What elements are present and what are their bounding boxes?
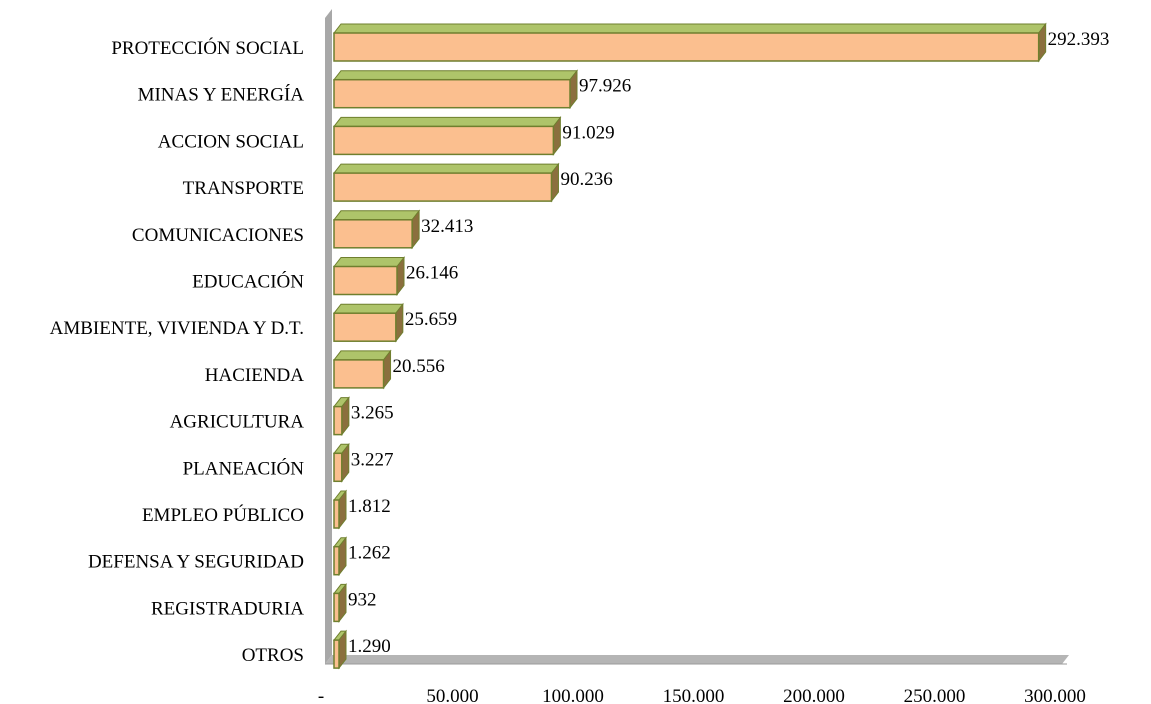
bar-top-face <box>332 303 404 314</box>
value-label: 91.029 <box>562 122 614 143</box>
category-label: HACIENDA <box>205 365 304 386</box>
x-tick-label: 300.000 <box>1024 686 1086 704</box>
value-label: 97.926 <box>579 76 631 97</box>
category-label: AGRICULTURA <box>170 412 305 433</box>
value-label: 3.227 <box>351 449 394 470</box>
bar-top-face <box>332 70 579 81</box>
value-label: 25.659 <box>405 309 457 330</box>
value-label: 20.556 <box>393 356 445 377</box>
category-label: COMUNICACIONES <box>132 225 304 246</box>
category-label: MINAS Y ENERGÍA <box>138 84 305 106</box>
bar-top-face <box>332 350 392 361</box>
x-tick-label: - <box>318 686 324 704</box>
bar-top-face <box>332 210 421 221</box>
bars-layer <box>332 22 1047 670</box>
bar <box>333 32 1040 62</box>
bar <box>333 545 340 576</box>
x-tick-label: 250.000 <box>904 686 966 704</box>
category-label: PLANEACIÓN <box>183 457 305 479</box>
value-label: 1.290 <box>348 636 391 657</box>
bar-top-face <box>332 23 1047 34</box>
bar <box>333 452 343 483</box>
category-label: ACCION SOCIAL <box>158 131 304 152</box>
category-labels: PROTECCIÓN SOCIAL MINAS Y ENERGÍA ACCION S… <box>50 37 305 666</box>
category-label: REGISTRADURIA <box>151 598 304 619</box>
bar-top-face <box>332 116 562 127</box>
category-label: DEFENSA Y SEGURIDAD <box>88 552 304 573</box>
bar <box>333 125 555 156</box>
category-label: OTROS <box>242 645 304 666</box>
bar <box>333 359 385 389</box>
bar-top-face <box>332 163 560 174</box>
value-label: 1.812 <box>348 496 391 517</box>
value-label: 32.413 <box>421 216 473 237</box>
bar <box>333 219 413 249</box>
category-label: TRANSPORTE <box>183 178 304 199</box>
x-tick-label: 200.000 <box>783 686 845 704</box>
x-tick-label: 50.000 <box>426 686 478 704</box>
bar <box>333 592 340 623</box>
bar-top-face <box>332 257 406 267</box>
x-tick-labels: - 50.000 100.000 150.000 200.000 250.000 300.0… <box>318 686 1086 704</box>
category-label: EMPLEO PÚBLICO <box>142 504 304 526</box>
value-labels: 292.393 97.926 91.029 90.236 32.413 26.146 25.… <box>348 29 1109 657</box>
bar <box>333 78 571 109</box>
bar <box>333 172 553 202</box>
bar <box>333 265 398 296</box>
axis-floor <box>325 655 1069 664</box>
category-label: EDUCACIÓN <box>192 271 304 293</box>
bar <box>333 312 397 342</box>
value-label: 292.393 <box>1048 29 1110 50</box>
bar <box>333 499 340 529</box>
value-label: 3.265 <box>351 403 394 424</box>
value-label: 932 <box>348 589 377 610</box>
category-label: AMBIENTE, VIVIENDA Y D.T. <box>50 318 304 339</box>
value-label: 26.146 <box>406 263 458 284</box>
bar <box>333 639 340 669</box>
value-label: 1.262 <box>348 543 391 564</box>
axis-layer <box>325 9 1069 665</box>
x-tick-label: 150.000 <box>663 686 725 704</box>
value-label: 90.236 <box>560 169 612 190</box>
category-label: PROTECCIÓN SOCIAL <box>111 37 304 59</box>
axis-wall <box>325 9 332 664</box>
x-tick-label: 100.000 <box>542 686 604 704</box>
bar <box>333 405 343 436</box>
